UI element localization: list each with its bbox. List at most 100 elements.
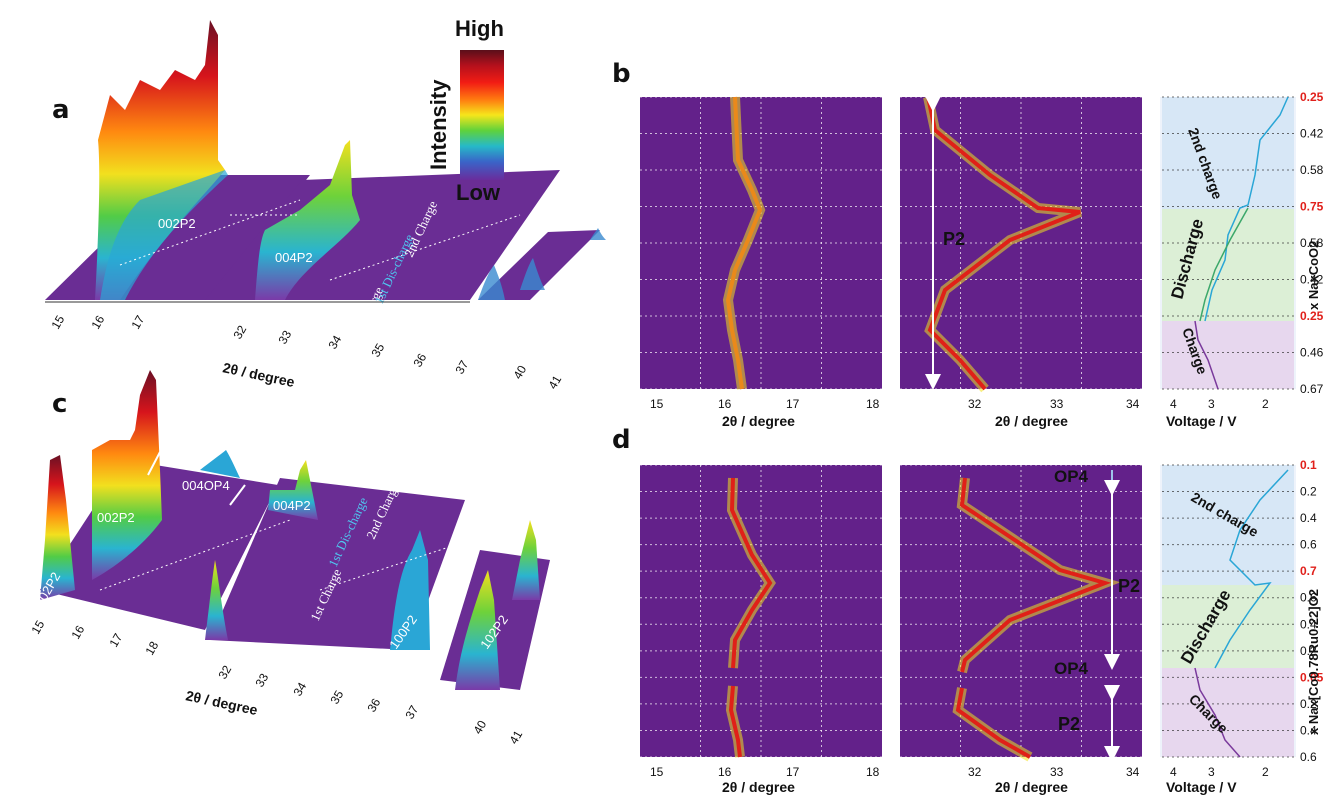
- y-tick-label: 0.25: [1300, 309, 1324, 323]
- dotted-line: [229, 484, 246, 506]
- y-tick-label: 0.67: [1300, 382, 1324, 396]
- c-tick: 33: [252, 671, 271, 690]
- voltage-b-seg-discharge: [1162, 209, 1294, 321]
- d-mid-tick: 33: [1050, 765, 1064, 779]
- peak-side: [512, 520, 540, 600]
- d-left-tick: 15: [650, 765, 664, 779]
- d-left-tick: 18: [866, 765, 880, 779]
- peak-004p2: [268, 460, 318, 520]
- b-volt-tick: 4: [1170, 397, 1177, 411]
- panel-b-letter: b: [612, 59, 631, 89]
- a-xlabel: 2θ / degree: [221, 359, 296, 390]
- colorbar-low: Low: [456, 180, 501, 205]
- y-tick-label: 0.25: [1300, 90, 1324, 104]
- c-tick: 16: [68, 623, 87, 642]
- phase-p2-2: P2: [1058, 714, 1080, 734]
- a-tick: 32: [230, 323, 249, 342]
- d-mid-tick: 34: [1126, 765, 1140, 779]
- dotted-line: [99, 519, 291, 591]
- c-tick: 41: [506, 728, 525, 747]
- intensity-colorbar: High Low Intensity: [426, 16, 504, 205]
- panel-c: c 002P2 002P2 004OP4 004P2 100P2 102P2 1…: [28, 370, 550, 747]
- b-left-tick: 16: [718, 397, 732, 411]
- label-004p2: 004P2: [275, 250, 313, 265]
- y-tick-label: 0.2: [1300, 697, 1317, 711]
- peak-side: [590, 228, 606, 240]
- b-volt-tick: 3: [1208, 397, 1215, 411]
- voltage-d-seg-charge: [1162, 668, 1294, 757]
- y-tick-label: 0.1: [1300, 458, 1317, 472]
- b-left-xlabel: 2θ / degree: [722, 413, 795, 429]
- y-tick-label: 0.75: [1300, 200, 1324, 214]
- b-ylabel: x NaxCoO2: [1306, 241, 1321, 310]
- b-mid-tick: 34: [1126, 397, 1140, 411]
- y-tick-label: 0.2: [1300, 644, 1317, 658]
- panel-d-letter: d: [612, 425, 631, 455]
- y-tick-label: 0.42: [1300, 273, 1324, 287]
- label-004op4: 004OP4: [182, 478, 230, 493]
- ridge-d-left: [729, 477, 773, 669]
- a-tick: 37: [452, 358, 471, 377]
- a-tick: 17: [128, 313, 147, 332]
- a-tick: 15: [48, 313, 67, 332]
- c-tick: 15: [28, 618, 47, 637]
- b-mid-tick: 33: [1050, 397, 1064, 411]
- y-tick-label: 0.6: [1300, 750, 1317, 764]
- dotted-line: [119, 199, 301, 266]
- d-mid-tick: 32: [968, 765, 982, 779]
- d-ylabel: x Nax[Co0.78Ru0.22]O2: [1306, 589, 1321, 735]
- c-tick: 35: [327, 688, 346, 707]
- voltage-d-seg-charge2: [1162, 465, 1294, 585]
- panel-a: a 002P2 004P2 100P2 102P2 1st Charge 1st…: [45, 20, 606, 392]
- y-tick-label: 0.4: [1300, 511, 1317, 525]
- voltage-d-seg-discharge: [1162, 585, 1294, 668]
- label-004p2: 004P2: [273, 498, 311, 513]
- voltage-b-curve-discharge: [1199, 207, 1249, 322]
- voltage-b-seg-charge2: [1162, 97, 1294, 209]
- peak-002-left: [40, 455, 75, 600]
- c-tick: 40: [470, 718, 489, 737]
- colorbar-label: Intensity: [426, 79, 451, 170]
- dotted-line: [319, 529, 501, 591]
- colorbar-high: High: [455, 16, 504, 41]
- surface-floor-3: [478, 230, 600, 300]
- d-left-tick: 17: [786, 765, 800, 779]
- voltage-b-seg-charge: [1162, 321, 1294, 389]
- b-left-tick: 18: [866, 397, 880, 411]
- c-tick: 34: [290, 680, 309, 699]
- y-tick-label: 0.58: [1300, 236, 1324, 250]
- label-002p2: 002P2: [158, 216, 196, 231]
- b-left-tick: 15: [650, 397, 664, 411]
- a-tick: 34: [325, 333, 344, 352]
- dotted-line: [329, 214, 521, 281]
- dotted-line: [147, 451, 161, 476]
- b-mid-xlabel: 2θ / degree: [995, 413, 1068, 429]
- panel-d: d OP4 P2 OP4 P2 2nd charge Discharge Cha…: [612, 425, 1324, 795]
- a-tick: 16: [88, 313, 107, 332]
- peak-100: [390, 530, 430, 650]
- ridge-d-mid2: [955, 687, 1031, 759]
- peak-004-wall: [255, 140, 360, 300]
- panel-c-letter: c: [52, 389, 67, 419]
- d-left-tick: 16: [718, 765, 732, 779]
- peak-100: [478, 265, 505, 300]
- y-tick-label: 0.58: [1300, 163, 1324, 177]
- y-tick-label: 0.4: [1300, 617, 1317, 631]
- peak-002-slope: [100, 170, 228, 300]
- phase-op4-2: OP4: [1054, 659, 1089, 678]
- y-tick-label: 0.6: [1300, 591, 1317, 605]
- c-tick: 17: [106, 631, 125, 650]
- voltage-b-curve-charge: [1194, 320, 1219, 390]
- panel-a-letter: a: [52, 95, 70, 125]
- y-tick-label: 0.6: [1300, 538, 1317, 552]
- b-volt-tick: 2: [1262, 397, 1269, 411]
- colorbar-gradient: [460, 50, 504, 180]
- peak-004p2-front: [205, 560, 228, 640]
- y-tick-label: 0.4: [1300, 723, 1317, 737]
- voltage-b-curve-charge2: [1204, 96, 1289, 322]
- voltage-d-curve-charge: [1194, 667, 1241, 758]
- y-tick-label: 0.42: [1300, 127, 1324, 141]
- y-tick-label: 0.2: [1300, 485, 1317, 499]
- phase-op4: OP4: [1054, 467, 1089, 486]
